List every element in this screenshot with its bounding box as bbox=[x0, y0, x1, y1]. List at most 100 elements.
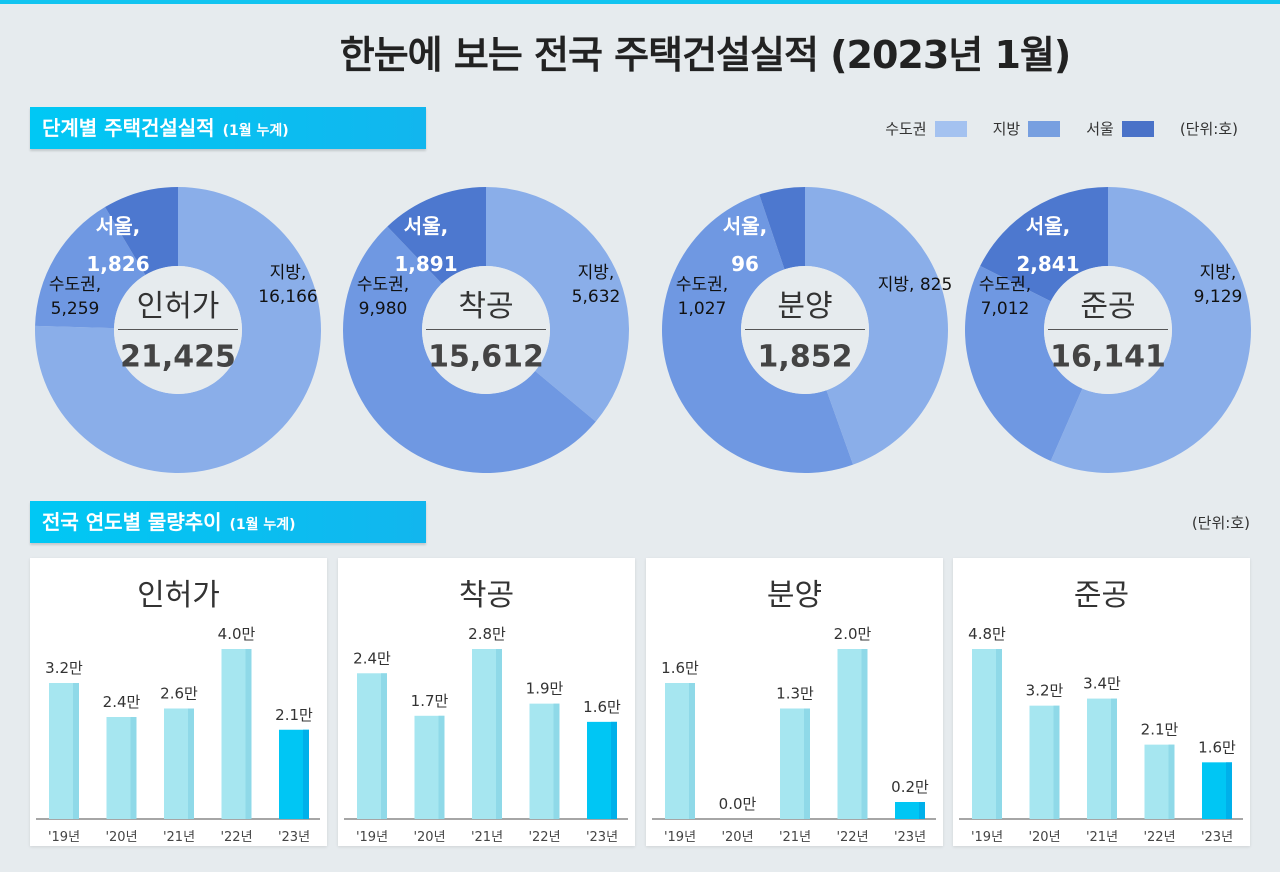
donut-label: 서울, 2,841 bbox=[1016, 214, 1080, 276]
donut-label: 지방, 5,632 bbox=[571, 263, 621, 307]
donut-center-total: 21,425 bbox=[120, 339, 236, 375]
bar-value-label: 1.6만 bbox=[1198, 738, 1236, 756]
bar-value-label: 1.6만 bbox=[661, 659, 699, 677]
x-tick-label: '20년 bbox=[413, 830, 445, 845]
x-tick-label: '22년 bbox=[1143, 830, 1175, 845]
divider bbox=[426, 329, 546, 330]
bar-shade bbox=[804, 708, 810, 819]
donut-chart-3: 지방, 9,129 수도권, 7,012 서울, 2,841 준공 16,141 bbox=[963, 185, 1253, 475]
bar-shade bbox=[1053, 705, 1060, 819]
divider bbox=[118, 329, 238, 330]
bar-value-label: 1.7만 bbox=[411, 692, 449, 710]
x-tick-label: '22년 bbox=[528, 830, 560, 845]
unit-label: (단위:호) bbox=[1179, 120, 1238, 138]
x-tick-label: '19년 bbox=[971, 830, 1003, 845]
bar-shade bbox=[130, 717, 137, 819]
bar-chart-panel-3: 준공 4.8만 '19년 3.2만 '20년 3.4만 '21년 2.1만 '22년 1.6만 '2… bbox=[953, 558, 1250, 846]
donut-chart-0: 지방, 16,166 수도권, 5,259 서울, 1,826 인허가 21,425 bbox=[33, 185, 323, 475]
donut-slice-지방 bbox=[34, 187, 322, 474]
donut-label: 수도권, 7,012 bbox=[978, 275, 1032, 319]
legend-swatch-seoul bbox=[1121, 120, 1154, 137]
top-accent-line bbox=[0, 0, 1280, 4]
bar-shade bbox=[1111, 698, 1117, 819]
bar-value-label: 1.9만 bbox=[526, 680, 564, 698]
donut-label: 지방, 9,129 bbox=[1193, 263, 1243, 307]
x-tick-label: '20년 bbox=[721, 830, 753, 845]
x-tick-label: '21년 bbox=[1086, 830, 1118, 845]
legend: 수도권 지방 서울 (단위:호) bbox=[885, 118, 1238, 139]
legend-swatch-jibang bbox=[1028, 120, 1061, 137]
donut-label: 서울, 1,826 bbox=[86, 214, 150, 276]
bar-shade bbox=[689, 683, 695, 819]
bar-value-label: 3.2만 bbox=[45, 659, 83, 677]
divider bbox=[745, 329, 865, 330]
bar-value-label: 3.4만 bbox=[1083, 675, 1121, 693]
donut-chart-1: 지방, 5,632 수도권, 9,980 서울, 1,891 착공 15,612 bbox=[341, 185, 631, 475]
donut-slice-지방 bbox=[486, 187, 629, 422]
x-tick-label: '19년 bbox=[48, 830, 80, 845]
donut-slice-서울 bbox=[105, 187, 178, 275]
x-tick-label: '23년 bbox=[894, 830, 926, 845]
x-tick-label: '22년 bbox=[836, 830, 868, 845]
section-label: 단계별 주택건설실적 bbox=[42, 116, 215, 140]
legend-label-seoul: 서울 bbox=[1086, 120, 1114, 138]
bar-value-label: 3.2만 bbox=[1026, 682, 1064, 700]
section-header-stage: 단계별 주택건설실적 (1월 누계) bbox=[30, 107, 426, 149]
donut-label: 수도권, 9,980 bbox=[356, 275, 410, 319]
x-tick-label: '19년 bbox=[664, 830, 696, 845]
donut-slice-수도권 bbox=[661, 194, 854, 474]
bar-value-label: 1.6만 bbox=[583, 698, 621, 716]
legend-label-jibang: 지방 bbox=[992, 120, 1021, 138]
x-tick-label: '23년 bbox=[586, 830, 618, 845]
bar-value-label: 2.4만 bbox=[353, 649, 391, 667]
x-tick-label: '20년 bbox=[105, 830, 137, 845]
section-sub: (1월 누계) bbox=[229, 517, 296, 533]
bar-value-label: 2.1만 bbox=[1141, 721, 1179, 739]
donut-center-total: 1,852 bbox=[757, 339, 853, 375]
x-tick-label: '23년 bbox=[278, 830, 310, 845]
bar-value-label: 2.4만 bbox=[103, 693, 141, 711]
donut-center-title: 준공 bbox=[1080, 289, 1136, 324]
x-tick-label: '21년 bbox=[779, 830, 811, 845]
bar-shade bbox=[496, 649, 502, 819]
x-tick-label: '23년 bbox=[1201, 830, 1233, 845]
bar-shade bbox=[1168, 744, 1175, 819]
divider bbox=[1048, 329, 1168, 330]
bar-value-label: 0.2만 bbox=[891, 778, 929, 796]
donut-label: 수도권, 1,027 bbox=[675, 275, 729, 319]
donut-label: 수도권, 5,259 bbox=[48, 275, 102, 319]
bar-shade bbox=[996, 649, 1002, 819]
donut-label: 지방, 16,166 bbox=[258, 263, 318, 307]
x-tick-label: '20년 bbox=[1028, 830, 1060, 845]
bar bbox=[895, 802, 925, 819]
bar-shade bbox=[861, 649, 868, 819]
bar-shade bbox=[553, 703, 560, 819]
legend-swatch-sudo bbox=[934, 120, 967, 137]
bar-chart-title: 준공 bbox=[1073, 578, 1130, 613]
donut-hole bbox=[114, 266, 242, 394]
donut-hole bbox=[422, 266, 550, 394]
donut-label: 지방, 825 bbox=[877, 275, 953, 295]
legend-label-sudo: 수도권 bbox=[885, 120, 927, 138]
bar-shade bbox=[188, 708, 194, 819]
donut-slice-지방 bbox=[805, 187, 948, 465]
unit-label: (단위:호) bbox=[1191, 514, 1250, 532]
bar-value-label: 1.3만 bbox=[776, 685, 814, 703]
bar-shade bbox=[919, 802, 925, 819]
bar-shade bbox=[73, 683, 79, 819]
donut-center-total: 16,141 bbox=[1050, 339, 1166, 375]
x-tick-label: '22년 bbox=[220, 830, 252, 845]
bar-shade bbox=[381, 673, 387, 819]
donut-label: 서울, 1,891 bbox=[394, 214, 458, 276]
bar-value-label: 2.6만 bbox=[160, 685, 198, 703]
donut-slice-서울 bbox=[387, 187, 486, 284]
bar-chart-panel-2: 분양 1.6만 '19년 0.0만 '20년 1.3만 '21년 2.0만 '22년 0.2만 '2… bbox=[646, 558, 943, 846]
bar-chart-panel-1: 착공 2.4만 '19년 1.7만 '20년 2.8만 '21년 1.9만 '22년 1.6만 '2… bbox=[338, 558, 635, 846]
donut-slice-수도권 bbox=[35, 207, 146, 329]
bar-value-label: 4.0만 bbox=[218, 625, 256, 643]
section-label: 전국 연도별 물량추이 bbox=[42, 510, 222, 534]
bar-chart-title: 착공 bbox=[458, 578, 515, 613]
donut-label: 서울, 96 bbox=[722, 214, 768, 276]
bar-chart-panel-0: 인허가 3.2만 '19년 2.4만 '20년 2.6만 '21년 4.0만 '22년 2.1만 '… bbox=[30, 558, 327, 846]
bar-shade bbox=[1226, 762, 1232, 819]
